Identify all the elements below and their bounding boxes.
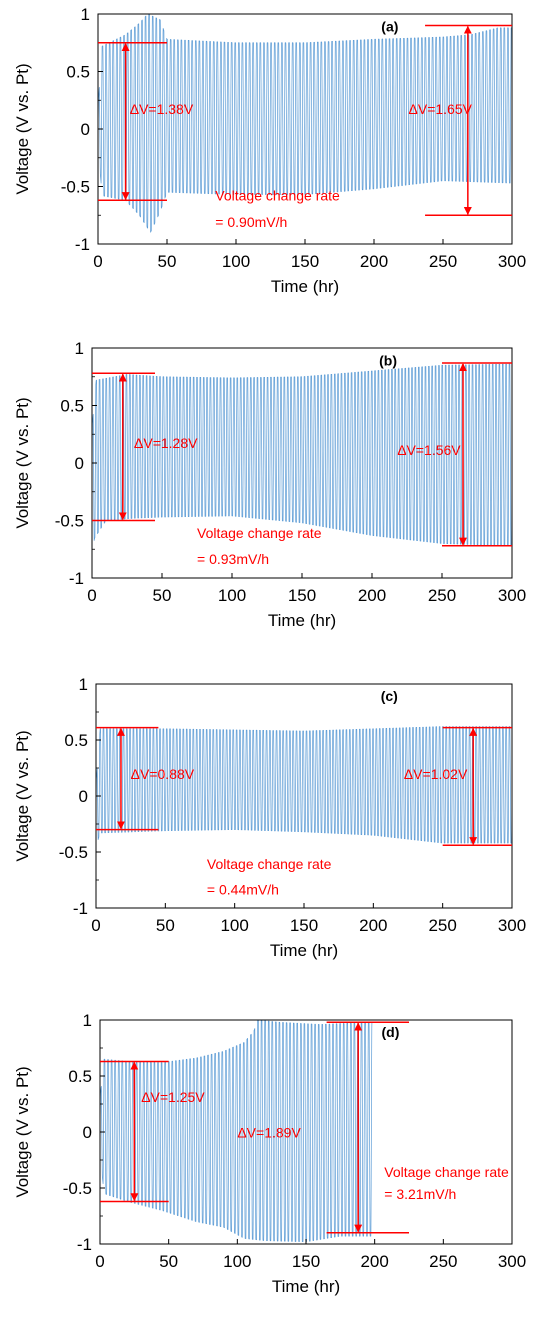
x-tick-label: 300 [498, 252, 526, 271]
x-tick-label: 0 [93, 252, 102, 271]
annotation-text: Voltage change rate [384, 1164, 509, 1180]
y-axis-title: Voltage (V vs. Pt) [13, 63, 32, 194]
x-tick-label: 100 [220, 916, 248, 935]
x-axis-title: Time (hr) [272, 1277, 340, 1296]
y-tick-label: 0 [79, 787, 88, 806]
y-tick-label: 0 [75, 454, 84, 473]
x-tick-label: 300 [498, 586, 526, 605]
x-tick-label: 100 [218, 586, 246, 605]
y-tick-label: -1 [73, 899, 88, 918]
x-tick-label: 50 [153, 586, 172, 605]
annotation-text: ΔV=0.88V [131, 766, 195, 782]
x-tick-label: 100 [222, 252, 250, 271]
annotation-text: ΔV=1.38V [130, 101, 194, 117]
y-tick-label: -0.5 [59, 843, 88, 862]
x-axis-title: Time (hr) [270, 941, 338, 960]
annotation-text: ΔV=1.89V [237, 1125, 301, 1141]
panel-label: (a) [381, 18, 398, 34]
y-tick-label: 1 [83, 1011, 92, 1030]
annotation-text: Voltage change rate [215, 187, 340, 203]
annotation-text: ΔV=1.65V [409, 101, 473, 117]
x-tick-label: 200 [360, 252, 388, 271]
y-tick-label: 0.5 [60, 397, 84, 416]
x-tick-label: 250 [429, 1252, 457, 1271]
annotation-text: = 0.44mV/h [207, 882, 279, 898]
x-tick-label: 100 [223, 1252, 251, 1271]
y-tick-label: -0.5 [63, 1179, 92, 1198]
x-tick-label: 200 [359, 916, 387, 935]
x-tick-label: 150 [291, 252, 319, 271]
x-tick-label: 250 [429, 252, 457, 271]
y-tick-label: -1 [69, 569, 84, 588]
annotation-text: = 0.90mV/h [215, 214, 287, 230]
y-tick-label: 0 [83, 1123, 92, 1142]
annotation-text: = 3.21mV/h [384, 1186, 456, 1202]
series-line-1 [91, 363, 513, 547]
x-tick-label: 0 [95, 1252, 104, 1271]
y-tick-label: -1 [75, 235, 90, 254]
y-axis-title: Voltage (V vs. Pt) [13, 1066, 32, 1197]
annotation-text: ΔV=1.28V [134, 435, 198, 451]
y-tick-label: 0 [81, 120, 90, 139]
series-line-1 [99, 1019, 373, 1243]
y-axis-title: Voltage (V vs. Pt) [13, 730, 32, 861]
panel-label: (c) [381, 688, 398, 704]
annotation-text: Voltage change rate [207, 856, 332, 872]
x-tick-label: 150 [290, 916, 318, 935]
y-axis-title: Voltage (V vs. Pt) [13, 397, 32, 528]
series-line-1 [95, 726, 513, 844]
x-tick-label: 250 [428, 586, 456, 605]
annotation-text: Voltage change rate [197, 525, 322, 541]
y-tick-label: 1 [75, 339, 84, 358]
panel-label: (d) [382, 1024, 400, 1040]
x-tick-label: 0 [91, 916, 100, 935]
x-tick-label: 200 [358, 586, 386, 605]
x-axis-title: Time (hr) [268, 611, 336, 630]
panel-label: (b) [379, 352, 397, 368]
plot-frame [99, 1019, 513, 1245]
y-tick-label: 1 [81, 5, 90, 24]
y-tick-label: 1 [79, 675, 88, 694]
y-tick-label: -0.5 [55, 512, 84, 531]
y-tick-label: -0.5 [61, 178, 90, 197]
x-tick-label: 150 [292, 1252, 320, 1271]
annotation-text: ΔV=1.25V [141, 1089, 205, 1105]
y-tick-label: -1 [77, 1235, 92, 1254]
x-tick-label: 200 [360, 1252, 388, 1271]
series-line-1 [97, 14, 513, 233]
y-tick-label: 0.5 [68, 1067, 92, 1086]
x-tick-label: 50 [159, 1252, 178, 1271]
x-axis-title: Time (hr) [271, 277, 339, 296]
y-tick-label: 0.5 [66, 63, 90, 82]
x-tick-label: 0 [87, 586, 96, 605]
x-tick-label: 50 [156, 916, 175, 935]
annotation-text: ΔV=1.02V [404, 766, 468, 782]
annotation-text: = 0.93mV/h [197, 551, 269, 567]
y-tick-label: 0.5 [64, 731, 88, 750]
x-tick-label: 150 [288, 586, 316, 605]
annotation-text: ΔV=1.56V [397, 442, 461, 458]
x-tick-label: 50 [158, 252, 177, 271]
x-tick-label: 300 [498, 1252, 526, 1271]
x-tick-label: 300 [498, 916, 526, 935]
x-tick-label: 250 [428, 916, 456, 935]
